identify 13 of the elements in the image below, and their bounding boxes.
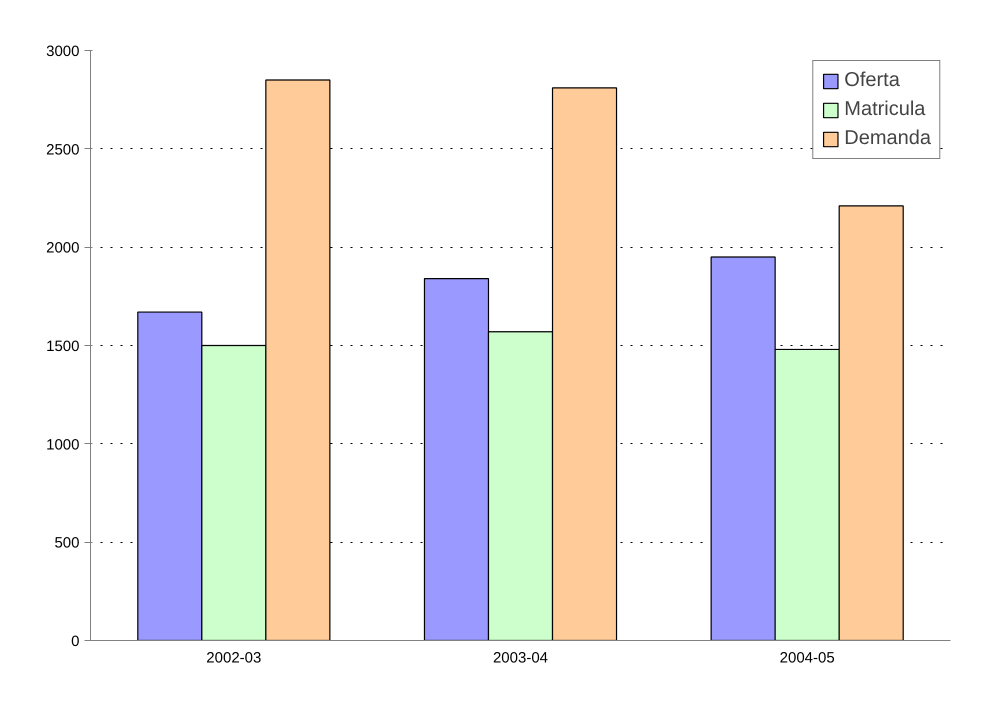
x-tick-label: 2002-03 (206, 650, 262, 666)
y-tick-label: 1000 (46, 436, 80, 454)
legend-label: Demanda (844, 127, 931, 150)
y-tick-label: 1500 (46, 338, 80, 355)
y-tick-label: 500 (54, 534, 80, 552)
y-tick-label: 2500 (46, 141, 80, 158)
y-tick-label: 0 (71, 633, 80, 650)
legend-label: Matricula (844, 98, 926, 121)
y-tick-label: 3000 (46, 43, 80, 60)
y-tick-label: 2000 (46, 240, 80, 257)
legend-label: Oferta (844, 69, 900, 92)
x-tick-label: 2003-04 (492, 650, 548, 666)
x-tick-label: 2004-05 (780, 650, 835, 666)
